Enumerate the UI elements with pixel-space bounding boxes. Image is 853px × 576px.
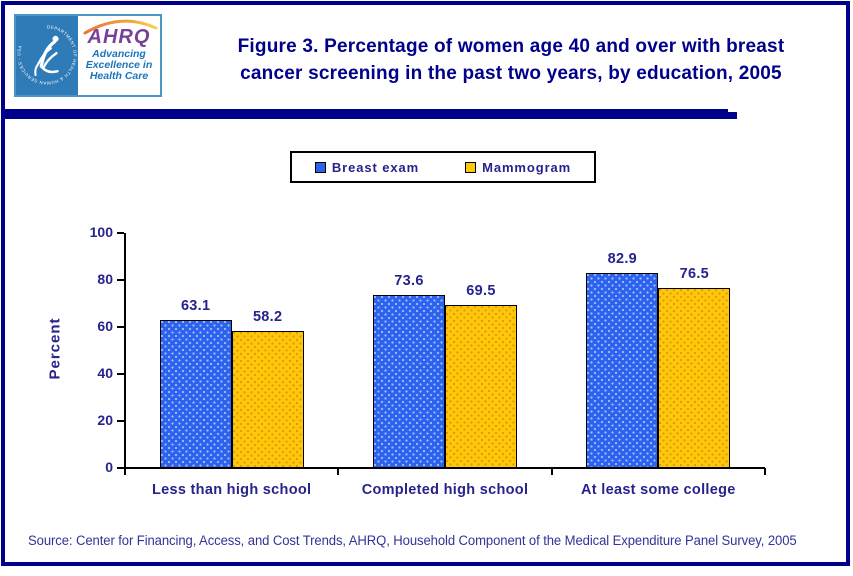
y-tick [117, 467, 124, 469]
y-tick [117, 232, 124, 234]
tagline-line: Excellence in [85, 59, 153, 71]
hhs-seal: DEPARTMENT OF HEALTH & HUMAN SERVICES - … [16, 16, 78, 95]
header-rule-tail [728, 112, 737, 119]
x-tick [124, 468, 126, 475]
y-tick-label: 40 [97, 365, 113, 381]
x-axis-line [123, 467, 765, 469]
ahrq-arc-icon [83, 19, 158, 35]
bar-breast-exam [373, 295, 445, 468]
hhs-eagle-icon [34, 35, 59, 77]
category-label: Less than high school [151, 482, 312, 498]
y-tick-label: 20 [97, 412, 113, 428]
bar-breast-exam [159, 319, 232, 468]
bar-value-label: 82.9 [607, 251, 638, 268]
legend-item: Breast exam [314, 159, 420, 175]
y-tick-label: 80 [97, 271, 113, 287]
x-tick [550, 468, 553, 475]
y-tick [117, 373, 124, 375]
bar-value-label: 69.5 [466, 282, 496, 299]
bar-value-label: 76.5 [679, 266, 710, 283]
figure-title: Figure 3. Percentage of women age 40 and… [181, 33, 841, 87]
bar-value-label: 58.2 [252, 309, 283, 326]
x-tick [764, 468, 766, 475]
ahrq-wordmark: AHRQ [87, 26, 151, 48]
legend-label: Mammogram [482, 159, 572, 175]
bar-mammogram [658, 288, 731, 468]
y-tick [117, 420, 124, 422]
bar-mammogram [231, 331, 304, 468]
tagline-line: Health Care [89, 70, 149, 82]
legend-swatch-icon [465, 161, 477, 173]
legend-label: Breast exam [331, 159, 420, 175]
figure-title-line2: cancer screening in the past two years, … [240, 63, 782, 84]
y-tick-label: 0 [105, 459, 113, 475]
x-tick [337, 468, 340, 475]
bar-breast-exam [586, 273, 659, 468]
chart-legend: Breast exam Mammogram [290, 151, 596, 183]
y-tick [117, 326, 124, 328]
source-note: Source: Center for Financing, Access, an… [28, 533, 797, 548]
legend-swatch-icon [314, 161, 326, 173]
y-axis-line [123, 233, 126, 469]
category-label: At least some college [581, 482, 736, 498]
category-label: Completed high school [361, 482, 529, 498]
bar-mammogram [445, 304, 517, 468]
y-tick [117, 279, 124, 281]
y-tick-label: 60 [97, 318, 113, 334]
ahrq-tagline: Advancing Excellence in Health Care [78, 49, 160, 82]
tagline-line: Advancing [92, 48, 146, 60]
bar-value-label: 63.1 [180, 297, 211, 314]
hhs-seal-graphic: DEPARTMENT OF HEALTH & HUMAN SERVICES - … [16, 24, 77, 85]
figure-title-line1: Figure 3. Percentage of women age 40 and… [237, 36, 785, 57]
y-tick-label: 100 [89, 224, 113, 240]
legend-item: Mammogram [465, 160, 571, 175]
bar-value-label: 73.6 [394, 273, 424, 290]
header-rule [5, 109, 728, 119]
ahrq-logo: DEPARTMENT OF HEALTH & HUMAN SERVICES - … [14, 14, 162, 97]
ahrq-logo-right: AHRQ Advancing Excellence in Health Care [78, 16, 160, 95]
page-border [1, 1, 850, 566]
